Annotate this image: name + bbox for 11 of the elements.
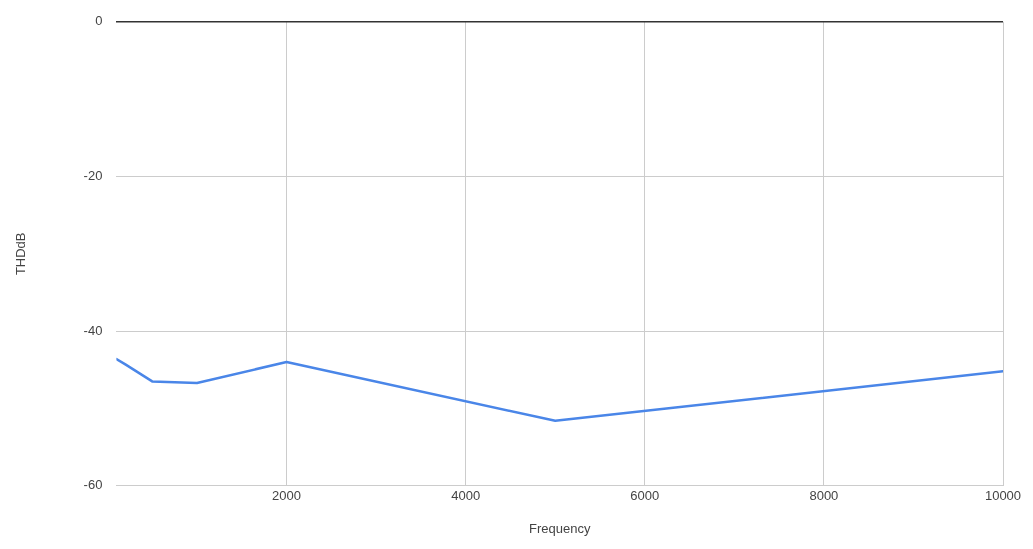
y-tick-label: -60	[83, 477, 103, 493]
y-axis-title: THDdB	[13, 232, 29, 276]
y-tick-label: -20	[83, 168, 103, 184]
x-tick-label: 4000	[451, 488, 481, 504]
x-tick-label: 10000	[984, 488, 1022, 504]
x-tick-label: 6000	[630, 488, 660, 504]
y-tick-label: -40	[83, 322, 103, 338]
x-axis-title: Frequency	[528, 520, 591, 536]
x-tick-label: 2000	[272, 488, 302, 504]
y-tick-label: 0	[95, 13, 103, 29]
x-tick-label: 8000	[809, 488, 839, 504]
